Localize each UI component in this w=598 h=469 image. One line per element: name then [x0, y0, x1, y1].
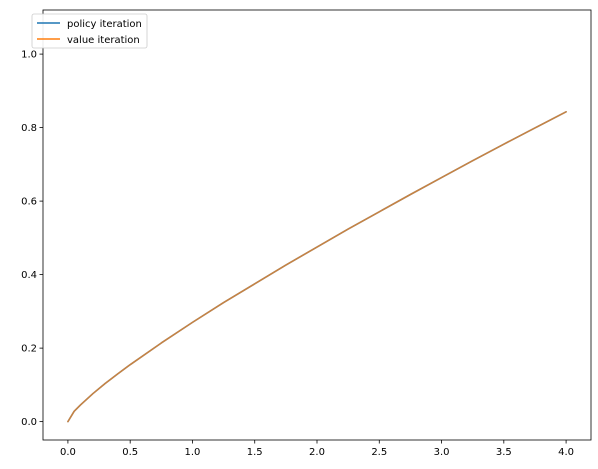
legend: policy iteration value iteration — [31, 13, 148, 49]
x-axis-ticks: 0.0 0.5 1.0 1.5 2.0 2.5 3.0 3.5 4.0 — [60, 440, 574, 458]
legend-label-value-iteration: value iteration — [67, 35, 140, 46]
x-tick-label: 4.0 — [558, 447, 574, 458]
y-tick-label: 0.2 — [21, 344, 37, 355]
x-tick-label: 0.5 — [122, 447, 138, 458]
series-line-value-iteration — [67, 111, 567, 423]
x-tick-label: 1.5 — [247, 447, 263, 458]
x-tick-label: 0.0 — [60, 447, 76, 458]
x-tick-label: 2.5 — [371, 447, 387, 458]
x-tick-label: 1.0 — [185, 447, 201, 458]
series-lines — [67, 111, 567, 423]
y-axis-ticks: 0.0 0.2 0.4 0.6 0.8 1.0 — [21, 50, 43, 428]
plot-area — [43, 10, 591, 440]
x-tick-label: 3.5 — [496, 447, 512, 458]
y-tick-label: 0.6 — [21, 197, 37, 208]
x-tick-label: 2.0 — [309, 447, 325, 458]
y-tick-label: 0.8 — [21, 123, 37, 134]
y-tick-label: 1.0 — [21, 50, 37, 61]
y-tick-label: 0.0 — [21, 417, 37, 428]
plot-frame — [42, 9, 592, 441]
y-tick-label: 0.4 — [21, 270, 37, 281]
legend-label-policy-iteration: policy iteration — [67, 19, 142, 30]
legend-box — [31, 13, 148, 49]
x-tick-label: 3.0 — [434, 447, 450, 458]
